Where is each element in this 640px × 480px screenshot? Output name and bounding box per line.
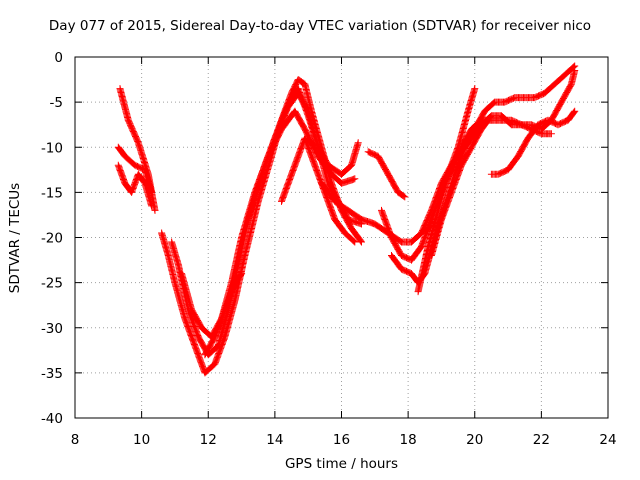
- x-axis-label: GPS time / hours: [284, 456, 399, 472]
- y-tick-label: -35: [41, 366, 63, 382]
- x-tick-label: 24: [599, 432, 616, 448]
- x-tick-label: 10: [133, 432, 150, 448]
- y-tick-label: -10: [41, 140, 63, 156]
- series-track-n: [414, 85, 479, 296]
- series-track-f: [178, 107, 359, 341]
- grid: [75, 57, 608, 418]
- series-track-k: [364, 148, 409, 201]
- series-markers: [268, 85, 362, 178]
- y-tick-label: -5: [50, 95, 63, 111]
- series-markers: [178, 107, 359, 341]
- x-tick-label: 18: [400, 432, 417, 448]
- x-tick-label: 14: [266, 432, 283, 448]
- axes: 8 10 12 14 16 18 20 22 24 0 -5 -10 -15 -20 -25 -30 -35 -4…: [41, 50, 617, 448]
- series-markers: [114, 143, 156, 196]
- series-track-o: [427, 116, 492, 259]
- series-markers: [414, 85, 479, 296]
- y-tick-label: -30: [41, 321, 63, 337]
- series-track-c: [114, 143, 156, 196]
- series-track-g: [201, 270, 246, 359]
- chart-title: Day 077 of 2015, Sidereal Day-to-day VTE…: [48, 18, 592, 34]
- series-markers: [487, 107, 579, 178]
- series-markers: [201, 270, 246, 359]
- series-track-d: [158, 76, 365, 377]
- x-tick-label: 16: [333, 432, 350, 448]
- data-series: [114, 62, 579, 377]
- x-tick-label: 8: [71, 432, 80, 448]
- x-tick-label: 20: [466, 432, 483, 448]
- series-track-p: [487, 107, 579, 178]
- series-markers: [427, 116, 492, 259]
- y-tick-label: -20: [41, 231, 63, 247]
- series-track-a: [114, 161, 156, 210]
- x-tick-label: 12: [200, 432, 217, 448]
- series-markers: [364, 148, 409, 201]
- series-markers: [158, 76, 365, 377]
- x-tick-label: 22: [533, 432, 550, 448]
- y-tick-label: -25: [41, 276, 63, 292]
- y-tick-label: -40: [41, 411, 63, 427]
- y-tick-label: -15: [41, 185, 63, 201]
- series-markers: [114, 161, 156, 210]
- series-track-h: [268, 85, 362, 178]
- y-tick-label: 0: [54, 50, 63, 66]
